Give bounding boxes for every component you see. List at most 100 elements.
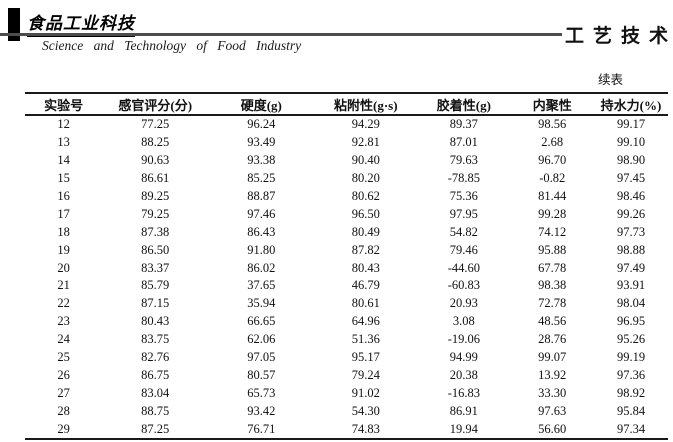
table-cell: -16.83 <box>447 385 480 400</box>
column-header: 内聚性 <box>532 97 572 113</box>
table-cell: 19 <box>57 242 70 257</box>
header-rule <box>0 33 562 36</box>
table-cell: 99.07 <box>538 350 567 365</box>
table-cell: 86.91 <box>449 403 478 418</box>
table-cell: 83.75 <box>141 332 170 347</box>
journal-logo-text: 食品工业科技 <box>27 9 135 37</box>
table-row: 24 83.75 62.06 51.36 -19.06 28.76 95.26 <box>25 331 668 349</box>
table-cell: 97.73 <box>616 224 646 239</box>
table-cell: 80.43 <box>141 314 170 329</box>
table-cell: 79.25 <box>141 206 170 221</box>
column-header: 硬度(g) <box>240 97 282 113</box>
table-cell: 95.17 <box>351 350 380 365</box>
table-cell: 86.50 <box>141 242 170 257</box>
table-cell: 85.79 <box>141 278 170 293</box>
table-cell: 99.28 <box>538 206 567 221</box>
table-cell: -0.82 <box>539 171 566 186</box>
table-cell: 88.75 <box>141 403 170 418</box>
table-cell: 89.37 <box>449 117 478 132</box>
table-row: 13 88.25 93.49 92.81 87.01 2.68 99.10 <box>25 134 668 152</box>
column-header: 胶着性(g) <box>436 97 491 113</box>
table-cell: 86.43 <box>247 224 276 239</box>
table-cell: 90.40 <box>351 153 380 168</box>
table-cell: 98.88 <box>616 242 646 257</box>
table-cell: 93.49 <box>247 135 276 150</box>
table-cell: 62.06 <box>247 332 276 347</box>
table-cell: 98.46 <box>616 189 646 203</box>
table-cell: 33.30 <box>538 385 567 400</box>
table-cell: 16 <box>57 189 70 203</box>
table-cell: 67.78 <box>538 260 567 275</box>
table-cell: 2.68 <box>541 135 564 150</box>
table-cell: 25 <box>57 350 70 365</box>
table-cell: 83.37 <box>141 260 170 275</box>
table-cell: 88.87 <box>247 189 276 203</box>
table-cell: 54.30 <box>351 403 380 418</box>
table-cell: 75.36 <box>449 189 478 203</box>
table-row: 17 79.25 97.46 96.50 97.95 99.28 99.26 <box>25 205 668 223</box>
table-cell: 99.19 <box>616 350 646 365</box>
table-cell: 20 <box>57 260 70 275</box>
table-cell: 28 <box>57 403 70 418</box>
table-cell: 95.26 <box>616 332 646 347</box>
table-cell: 80.61 <box>351 296 380 311</box>
table-cell: 20.38 <box>449 367 478 382</box>
table-cell: 79.24 <box>351 367 380 382</box>
table-cell: 87.15 <box>141 296 170 311</box>
table-cell: 97.49 <box>616 260 646 275</box>
table-cell: 98.90 <box>616 153 646 168</box>
table-cell: 94.29 <box>351 117 380 132</box>
table-cell: 22 <box>57 296 70 311</box>
table-cell: 97.34 <box>616 421 646 436</box>
table-row: 28 88.75 93.42 54.30 86.91 97.63 95.84 <box>25 402 668 420</box>
column-header: 实验号 <box>44 97 84 113</box>
table-cell: 98.92 <box>616 385 646 400</box>
table-cell: 14 <box>57 153 70 168</box>
table-cell: 74.83 <box>351 421 380 436</box>
table-cell: 97.36 <box>616 367 646 382</box>
table-cell: 91.02 <box>351 385 380 400</box>
table-cell: 21 <box>57 278 70 293</box>
table-cell: 96.50 <box>351 206 380 221</box>
table-cell: 96.70 <box>538 153 567 168</box>
table-cell: -44.60 <box>447 260 480 275</box>
table-cell: 51.36 <box>351 332 380 347</box>
table-cell: 65.73 <box>247 385 276 400</box>
table-cell: 29 <box>57 421 70 436</box>
table-cell: 86.75 <box>141 367 170 382</box>
table-row: 21 85.79 37.65 46.79 -60.83 98.38 93.91 <box>25 277 668 295</box>
table-cell: 80.62 <box>351 189 380 203</box>
table-cell: 98.38 <box>538 278 567 293</box>
table-cell: 13.92 <box>538 367 567 382</box>
table-cell: 99.17 <box>616 117 646 132</box>
table-cell: 24 <box>57 332 70 347</box>
table-cell: 97.63 <box>538 403 567 418</box>
table-cell: 82.76 <box>141 350 170 365</box>
table-row: 15 86.61 85.25 80.20 -78.85 -0.82 97.45 <box>25 170 668 188</box>
column-header: 粘附性(g·s) <box>334 97 398 113</box>
table-cell: -60.83 <box>447 278 480 293</box>
table-cell: 26 <box>57 367 70 382</box>
table-cell: 92.81 <box>351 135 380 150</box>
table-row: 23 80.43 66.65 64.96 3.08 48.56 96.95 <box>25 313 668 331</box>
table-row: 29 87.25 76.71 74.83 19.94 56.60 97.34 <box>25 420 668 439</box>
table-cell: 15 <box>57 171 70 186</box>
table-cell: -19.06 <box>447 332 480 347</box>
table-cell: 20.93 <box>449 296 478 311</box>
table-cell: 90.63 <box>141 153 170 168</box>
table-cell: 80.20 <box>351 171 380 186</box>
table-cell: 93.38 <box>247 153 276 168</box>
table-cell: 35.94 <box>247 296 276 311</box>
results-table: 实验号 感官评分(分) 硬度(g) 粘附性(g·s) 胶着性(g) 内聚性 持水力(%) 1… <box>25 92 668 441</box>
table-row: 16 89.25 88.87 80.62 75.36 81.44 98.46 <box>25 188 668 206</box>
table-cell: 37.65 <box>247 278 276 293</box>
table-header-row: 实验号 感官评分(分) 硬度(g) 粘附性(g·s) 胶着性(g) 内聚性 持水力(%) <box>25 93 668 115</box>
column-header: 感官评分(分) <box>118 97 193 113</box>
table-cell: 81.44 <box>538 189 567 203</box>
table-cell: 87.82 <box>351 242 380 257</box>
table-cell: 97.95 <box>449 206 478 221</box>
table-row: 20 83.37 86.02 80.43 -44.60 67.78 97.49 <box>25 259 668 277</box>
table-cell: 19.94 <box>449 421 478 436</box>
table-cell: 96.24 <box>247 117 276 132</box>
